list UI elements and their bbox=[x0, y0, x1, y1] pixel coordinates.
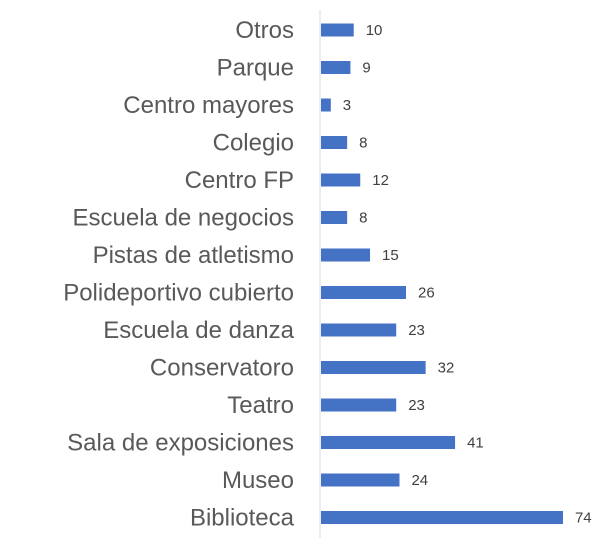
category-label: Museo bbox=[222, 467, 294, 494]
data-label: 32 bbox=[438, 360, 455, 377]
bars bbox=[321, 23, 563, 524]
data-label: 8 bbox=[359, 210, 367, 227]
bar bbox=[321, 436, 456, 449]
bar bbox=[321, 398, 397, 412]
category-label: Centro mayores bbox=[123, 92, 294, 119]
category-label: Pistas de atletismo bbox=[93, 242, 294, 269]
category-label: Escuela de danza bbox=[103, 317, 294, 344]
data-label: 26 bbox=[418, 285, 435, 302]
category-label: Centro FP bbox=[185, 167, 294, 194]
data-label: 24 bbox=[411, 472, 428, 489]
data-label: 3 bbox=[343, 97, 351, 114]
bar bbox=[321, 98, 331, 112]
category-label: Polideportivo cubierto bbox=[63, 280, 294, 307]
data-label: 23 bbox=[408, 397, 425, 414]
category-labels: Otros Parque Centro mayores Colegio Centro F… bbox=[63, 17, 294, 532]
bar bbox=[321, 473, 400, 487]
data-label: 15 bbox=[382, 247, 399, 264]
bar bbox=[321, 361, 426, 374]
category-label: Sala de exposiciones bbox=[67, 430, 294, 457]
bar bbox=[321, 211, 348, 224]
bar bbox=[321, 286, 407, 299]
bar bbox=[321, 323, 397, 337]
bar bbox=[321, 23, 354, 37]
bar bbox=[321, 61, 351, 74]
data-label: 74 bbox=[575, 510, 592, 527]
data-label: 41 bbox=[467, 435, 484, 452]
category-label: Conservatoro bbox=[150, 355, 294, 382]
data-label: 23 bbox=[408, 322, 425, 339]
data-labels: 10 9 3 8 12 8 15 26 23 32 23 41 24 74 bbox=[343, 22, 592, 527]
category-label: Teatro bbox=[227, 392, 294, 419]
category-label: Colegio bbox=[213, 130, 294, 157]
data-label: 12 bbox=[372, 172, 389, 189]
data-label: 9 bbox=[362, 60, 370, 77]
bar bbox=[321, 248, 371, 262]
bar bbox=[321, 136, 348, 149]
bar bbox=[321, 511, 563, 524]
bar bbox=[321, 173, 361, 187]
category-label: Parque bbox=[217, 55, 294, 82]
data-label: 8 bbox=[359, 135, 367, 152]
category-label: Biblioteca bbox=[190, 505, 295, 532]
data-label: 10 bbox=[366, 22, 383, 39]
category-label: Escuela de negocios bbox=[73, 205, 294, 232]
category-label: Otros bbox=[235, 17, 294, 44]
